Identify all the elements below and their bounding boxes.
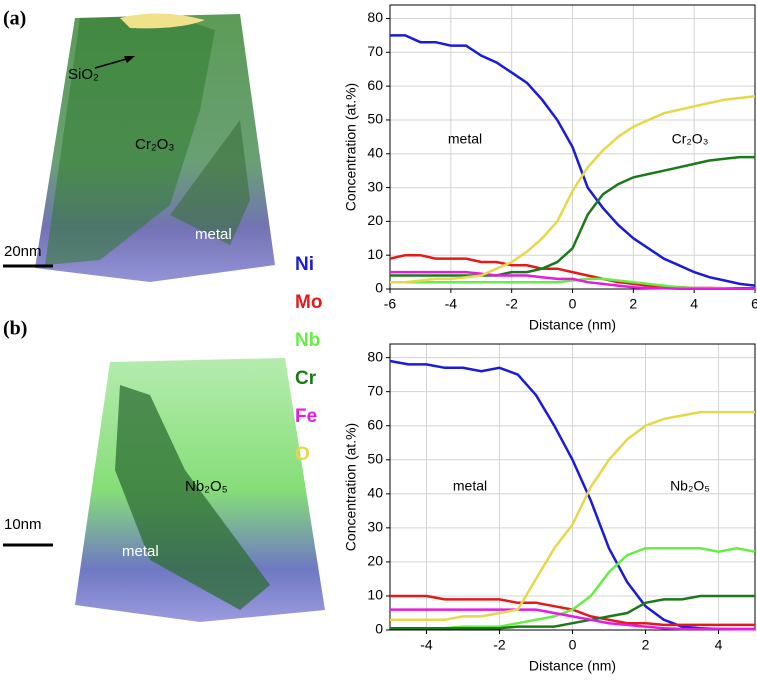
y-tick-label: 0 [375, 280, 383, 296]
arrow [94, 57, 131, 69]
x-tick-label: -6 [384, 296, 397, 312]
y-tick-label: 80 [367, 9, 383, 25]
x-tick-label: -2 [505, 296, 518, 312]
legend-entry: Ni [295, 254, 314, 275]
x-tick-label: -4 [420, 637, 433, 653]
annotation: metal [453, 478, 487, 494]
scale-bar-label: 10nm [4, 516, 42, 533]
image-label: metal [195, 226, 232, 243]
oxide-slab-a [170, 120, 250, 245]
series-line [390, 34, 756, 287]
x-tick-label: 4 [690, 296, 698, 312]
x-tick-label: 4 [715, 637, 723, 653]
legend-entry: Cr [295, 368, 317, 389]
legend-entry: Mo [295, 292, 322, 313]
annotation: Nb₂O₅ [670, 478, 710, 494]
image-label: Nb₂O₅ [185, 478, 228, 495]
y-tick-label: 60 [367, 416, 383, 432]
series-line [390, 95, 756, 284]
image-label: Cr₂O₃ [135, 136, 174, 153]
series-line [390, 410, 755, 622]
y-tick-label: 20 [367, 553, 383, 569]
oxide-slab-b [115, 385, 270, 610]
plot-frame [389, 4, 756, 290]
series-line [390, 594, 755, 630]
legend-entry: O [295, 444, 310, 465]
x-axis-title: Distance (nm) [529, 317, 616, 333]
arrow-head [124, 56, 135, 63]
y-tick-label: 60 [367, 77, 383, 93]
oxide-a [45, 15, 215, 265]
series-line [390, 608, 755, 631]
y-tick-label: 0 [375, 621, 383, 637]
series-line [390, 270, 755, 290]
panel-label: (b) [3, 318, 27, 340]
panel-label: (a) [3, 8, 26, 30]
annotation: metal [448, 131, 482, 147]
y-tick-label: 50 [367, 111, 383, 127]
y-tick-label: 40 [367, 144, 383, 160]
x-tick-label: -2 [493, 637, 506, 653]
y-tick-label: 30 [367, 519, 383, 535]
legend-entry: Fe [295, 406, 317, 427]
y-tick-label: 20 [367, 212, 383, 228]
y-tick-label: 80 [367, 348, 383, 364]
legend-entry: Nb [295, 330, 320, 351]
y-axis-title: Concentration (at.%) [343, 423, 359, 551]
image-label: SiO₂ [68, 66, 99, 83]
image-label: metal [122, 543, 159, 560]
x-tick-label: 2 [642, 637, 650, 653]
series-line [389, 359, 755, 631]
y-tick-label: 70 [367, 382, 383, 398]
annotation: Cr₂O₃ [672, 131, 709, 147]
y-axis-title: Concentration (at.%) [343, 83, 359, 211]
y-tick-label: 50 [367, 450, 383, 466]
y-tick-label: 70 [367, 43, 383, 59]
series-line [390, 155, 755, 277]
y-tick-label: 40 [367, 485, 383, 501]
plot-frame [389, 343, 756, 631]
x-tick-label: 0 [569, 637, 577, 653]
x-axis-title: Distance (nm) [529, 658, 616, 674]
x-tick-label: 6 [751, 296, 757, 312]
y-tick-label: 10 [367, 246, 383, 262]
x-tick-label: 2 [629, 296, 637, 312]
y-tick-label: 30 [367, 178, 383, 194]
x-tick-label: -4 [445, 296, 458, 312]
y-tick-label: 10 [367, 587, 383, 603]
x-tick-label: 0 [569, 296, 577, 312]
sio2-cap [120, 13, 205, 29]
scale-bar-label: 20nm [4, 243, 42, 260]
